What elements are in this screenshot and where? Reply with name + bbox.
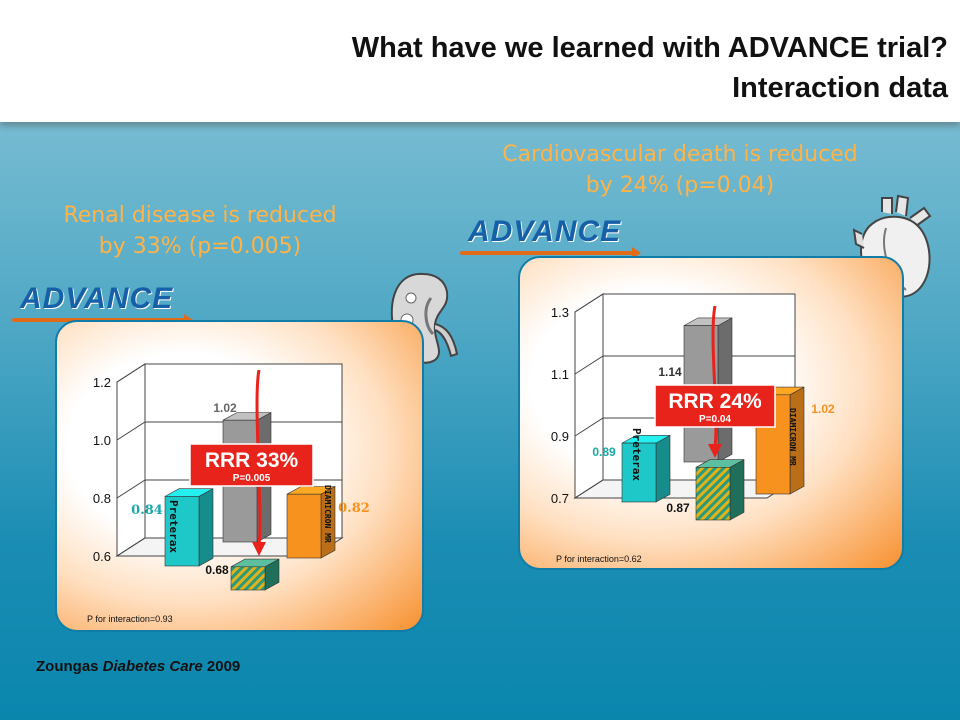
renal-chart-panel: 0.6 0.8 1.0 1.2 1.02 0.82 DIAMICRON MR 0.84 Pret… xyxy=(55,320,424,632)
bar xyxy=(230,566,266,591)
cv-caption-line-1: Cardiovascular death is reduced xyxy=(502,142,858,167)
bar xyxy=(286,493,322,559)
bar xyxy=(621,442,657,503)
data-label: 0.84 xyxy=(131,503,163,518)
y-tick-label: 0.8 xyxy=(93,491,111,506)
interaction-note: P for interaction=0.62 xyxy=(556,554,642,564)
cv-caption: Cardiovascular death is reduced by 24% (… xyxy=(470,139,890,201)
y-tick-label: 0.7 xyxy=(551,491,569,506)
chart-side-wall xyxy=(574,293,604,499)
cv-chart: 0.7 0.9 1.1 1.3 1.14 1.02 DIAMICRON MR 0.89 Pret… xyxy=(551,293,835,564)
y-tick-label: 0.9 xyxy=(551,429,569,444)
rrr-p-value: P=0.005 xyxy=(233,473,271,484)
rrr-arrowhead xyxy=(252,542,266,556)
data-label: 1.02 xyxy=(811,402,835,416)
advance-logo-left-text: ADVANCE xyxy=(20,282,174,315)
header-bar: What have we learned with ADVANCE trial?… xyxy=(0,0,960,122)
data-label: 0.87 xyxy=(666,501,690,515)
bar-side xyxy=(655,434,671,503)
renal-chart: 0.6 0.8 1.0 1.2 1.02 0.82 DIAMICRON MR 0.84 Pret… xyxy=(87,363,370,624)
rrr-box xyxy=(189,443,314,487)
title-line-2: Interaction data xyxy=(732,72,948,104)
bar xyxy=(164,496,200,567)
bar-name-label: Preterax xyxy=(630,428,643,481)
gridline xyxy=(116,363,342,383)
rrr-p-value: P=0.04 xyxy=(699,414,731,425)
cv-caption-line-2: by 24% (p=0.04) xyxy=(585,173,775,198)
y-tick-label: 1.3 xyxy=(551,305,569,320)
advance-logo-right: ADVANCE xyxy=(460,215,642,259)
renal-caption-line-2: by 33% (p=0.005) xyxy=(98,234,302,259)
advance-swoosh-right xyxy=(460,247,642,259)
advance-logo-left: ADVANCE xyxy=(12,282,194,326)
chart-side-wall xyxy=(116,363,146,557)
bar-name-label: DIAMICRON MR xyxy=(323,485,332,543)
rrr-label: RRR 33% xyxy=(205,449,299,472)
interaction-note: P for interaction=0.93 xyxy=(87,614,173,624)
rrr-arrow xyxy=(711,305,718,447)
gridline xyxy=(116,421,342,441)
title-line-1: What have we learned with ADVANCE trial? xyxy=(351,32,948,64)
cv-chart-panel: 0.7 0.9 1.1 1.3 1.14 1.02 DIAMICRON MR 0.89 Pret… xyxy=(518,256,904,570)
bar-side xyxy=(198,488,214,567)
rrr-label: RRR 24% xyxy=(668,390,762,413)
source-citation: Zoungas Diabetes Care 2009 xyxy=(36,658,240,675)
bar-name-label: Preterax xyxy=(167,500,180,553)
source-year: 2009 xyxy=(206,658,241,675)
data-label: 0.89 xyxy=(592,445,616,459)
data-label: 0.82 xyxy=(338,501,370,516)
y-tick-label: 1.0 xyxy=(93,433,111,448)
renal-caption-line-1: Renal disease is reduced xyxy=(63,203,337,228)
source-author: Zoungas xyxy=(36,658,99,675)
y-tick-label: 1.1 xyxy=(551,367,569,382)
rrr-box xyxy=(654,384,776,428)
gridline xyxy=(574,293,795,313)
slide-title: What have we learned with ADVANCE trial?… xyxy=(352,28,948,108)
bar xyxy=(695,467,731,521)
renal-caption: Renal disease is reduced by 33% (p=0.005… xyxy=(40,200,360,262)
bar-side xyxy=(729,459,745,521)
data-label: 1.02 xyxy=(213,401,237,415)
y-tick-label: 0.6 xyxy=(93,549,111,564)
gridline xyxy=(116,537,342,557)
data-label: 1.14 xyxy=(658,365,682,379)
advance-logo-right-text: ADVANCE xyxy=(468,215,622,248)
source-journal: Diabetes Care xyxy=(102,658,203,675)
rrr-arrowhead xyxy=(708,444,722,458)
y-tick-label: 1.2 xyxy=(93,375,111,390)
data-label: 0.68 xyxy=(205,563,229,577)
bar-name-label: DIAMICRON MR xyxy=(788,408,797,466)
